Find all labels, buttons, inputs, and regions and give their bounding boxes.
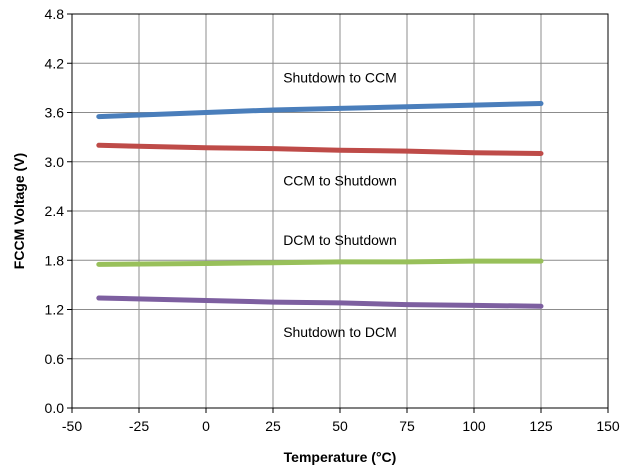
series-line (96, 258, 544, 267)
y-tick-labels: 0.0 0.6 1.2 1.8 2.4 3.0 3.6 4.2 4.8 (45, 6, 65, 416)
y-tick-label: 4.8 (45, 6, 65, 22)
x-tick-label: 0 (202, 418, 210, 434)
x-tick-label: 25 (265, 418, 281, 434)
x-tick-labels: -50 -25 0 25 50 75 100 125 150 (62, 418, 620, 434)
y-axis-title: FCCM Voltage (V) (11, 153, 27, 269)
series-line (96, 101, 544, 120)
series-label: DCM to Shutdown (283, 232, 397, 248)
x-tick-label: 100 (462, 418, 486, 434)
x-tick-label: -25 (129, 418, 149, 434)
plot-frame (71, 13, 609, 409)
y-tick-label: 3.6 (45, 105, 65, 121)
series-line (96, 295, 544, 309)
y-tick-label: 1.8 (45, 252, 65, 268)
series-label: Shutdown to DCM (283, 324, 397, 340)
x-tick-label: 75 (399, 418, 415, 434)
series-label: CCM to Shutdown (283, 172, 397, 188)
y-tick-label: 2.4 (45, 203, 65, 219)
x-tick-label: 150 (596, 418, 620, 434)
x-tick-label: 50 (332, 418, 348, 434)
x-tick-label: -50 (62, 418, 82, 434)
x-axis-title: Temperature (°C) (284, 449, 397, 465)
series-line (96, 142, 544, 156)
y-tick-label: 3.0 (45, 154, 65, 170)
y-tick-label: 1.2 (45, 302, 65, 318)
y-tick-label: 4.2 (45, 55, 65, 71)
series-labels: Shutdown to CCM CCM to Shutdown DCM to Shu… (283, 69, 397, 340)
y-tick-label: 0.0 (45, 400, 65, 416)
series-lines (96, 101, 544, 309)
series-label: Shutdown to CCM (283, 69, 397, 85)
x-tick-label: 125 (529, 418, 553, 434)
y-tick-label: 0.6 (45, 351, 65, 367)
